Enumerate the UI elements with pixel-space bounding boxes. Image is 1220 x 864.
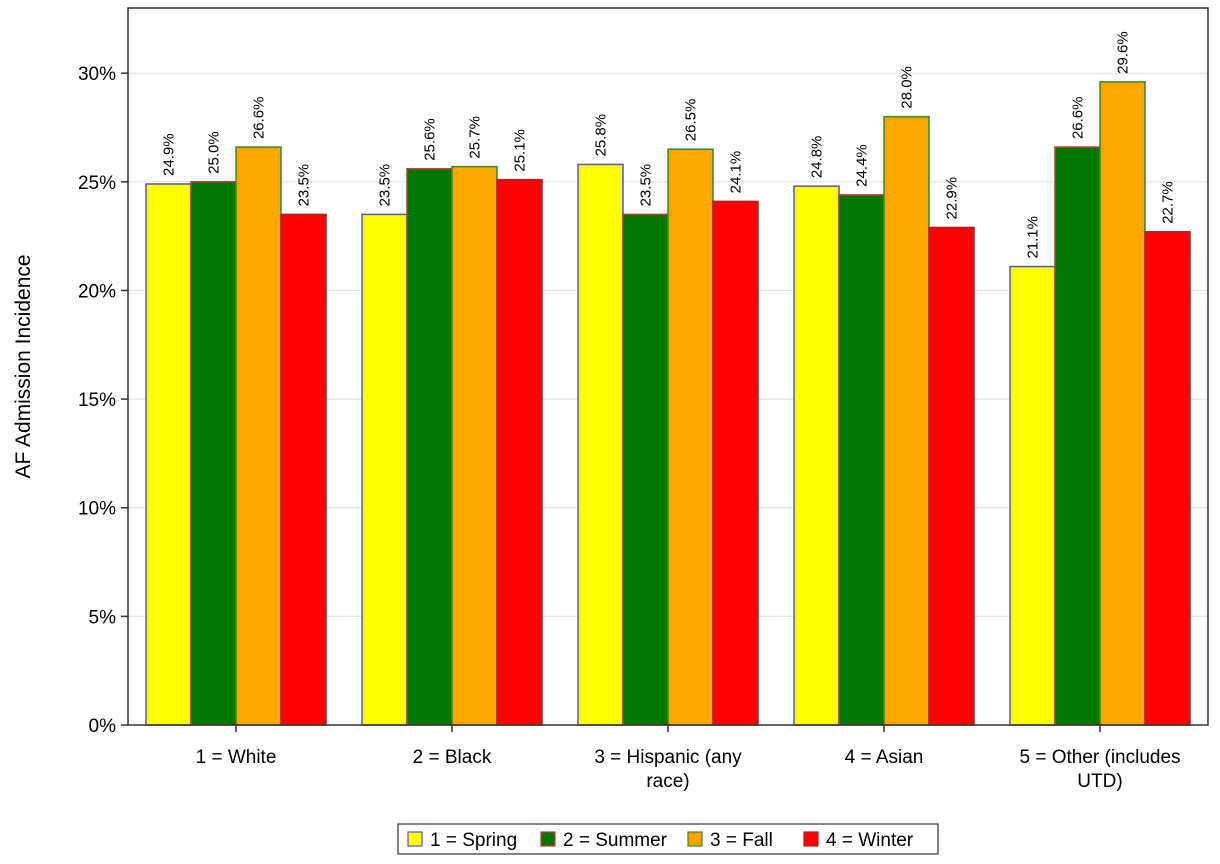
bar: [928, 226, 975, 726]
bar: [235, 146, 282, 726]
legend-frame: [397, 823, 939, 855]
legend-swatch: [803, 831, 819, 847]
x-tick-label: 1 = White: [196, 747, 277, 768]
y-tick-label: 0%: [89, 716, 117, 737]
x-tick-label: 5 = Other (includes: [1019, 747, 1180, 768]
data-label: 22.9%: [944, 177, 961, 220]
data-label: 25.1%: [512, 129, 529, 172]
bar: [1009, 265, 1056, 726]
bar: [190, 181, 237, 726]
data-label: 24.9%: [161, 133, 178, 176]
y-tick-label: 25%: [78, 173, 116, 194]
bar: [1054, 146, 1101, 726]
y-tick-label: 5%: [89, 607, 117, 628]
data-label: 25.8%: [593, 114, 610, 157]
bar: [145, 183, 192, 726]
y-axis-label: AF Admission Incidence: [12, 254, 35, 478]
bar: [622, 213, 669, 726]
legend-label: 1 = Spring: [430, 830, 517, 851]
bar: [577, 163, 624, 726]
legend-label: 3 = Fall: [710, 830, 773, 851]
bar: [496, 178, 543, 726]
y-axis: 0% 5% 10% 15% 20% 25% 30%: [78, 64, 128, 737]
data-label: 25.7%: [467, 116, 484, 159]
legend: 1 = Spring 2 = Summer 3 = Fall 4 = Winter: [397, 823, 939, 855]
x-tick-label: UTD): [1077, 771, 1122, 792]
data-label: 24.1%: [728, 151, 745, 194]
legend-swatch: [687, 831, 703, 847]
data-label: 21.1%: [1025, 216, 1042, 259]
bar: [280, 213, 327, 726]
legend-swatch: [407, 831, 423, 847]
x-tick-label: 4 = Asian: [845, 747, 924, 768]
x-tick-label: race): [646, 771, 689, 792]
y-tick-label: 30%: [78, 64, 116, 85]
bar: [361, 213, 408, 726]
x-tick-label: 3 = Hispanic (any: [594, 747, 742, 768]
bars: [145, 81, 1191, 726]
bar: [451, 165, 498, 726]
data-label: 24.4%: [854, 144, 871, 187]
bar: [667, 148, 714, 726]
data-label: 24.8%: [809, 136, 826, 179]
data-label: 26.6%: [1070, 97, 1087, 140]
bar: [1144, 231, 1191, 726]
legend-swatch: [540, 831, 556, 847]
x-tick-label: 2 = Black: [413, 747, 492, 768]
bar: [883, 115, 930, 726]
y-tick-label: 10%: [78, 499, 116, 520]
data-label: 23.5%: [638, 164, 655, 207]
legend-label: 4 = Winter: [826, 830, 914, 851]
data-label: 22.7%: [1160, 181, 1177, 224]
bar: [1099, 81, 1146, 726]
data-label: 28.0%: [899, 66, 916, 109]
data-label: 25.6%: [422, 118, 439, 161]
data-label: 23.5%: [377, 164, 394, 207]
bar: [838, 194, 885, 726]
data-label: 29.6%: [1115, 31, 1132, 74]
y-tick-label: 15%: [78, 390, 116, 411]
data-label: 26.5%: [683, 99, 700, 142]
data-label: 25.0%: [206, 131, 223, 174]
x-axis: 1 = White 2 = Black 3 = Hispanic (any race)…: [196, 725, 1181, 792]
value-labels: 24.9% 25.0% 26.6% 23.5% 23.5% 25.6% 25.7% 25.1%…: [161, 31, 1177, 258]
bar: [793, 185, 840, 726]
legend-label: 2 = Summer: [563, 830, 668, 851]
data-label: 26.6%: [251, 97, 268, 140]
bar: [406, 168, 453, 726]
bar: [712, 200, 759, 726]
y-tick-label: 20%: [78, 281, 116, 302]
data-label: 23.5%: [296, 164, 313, 207]
